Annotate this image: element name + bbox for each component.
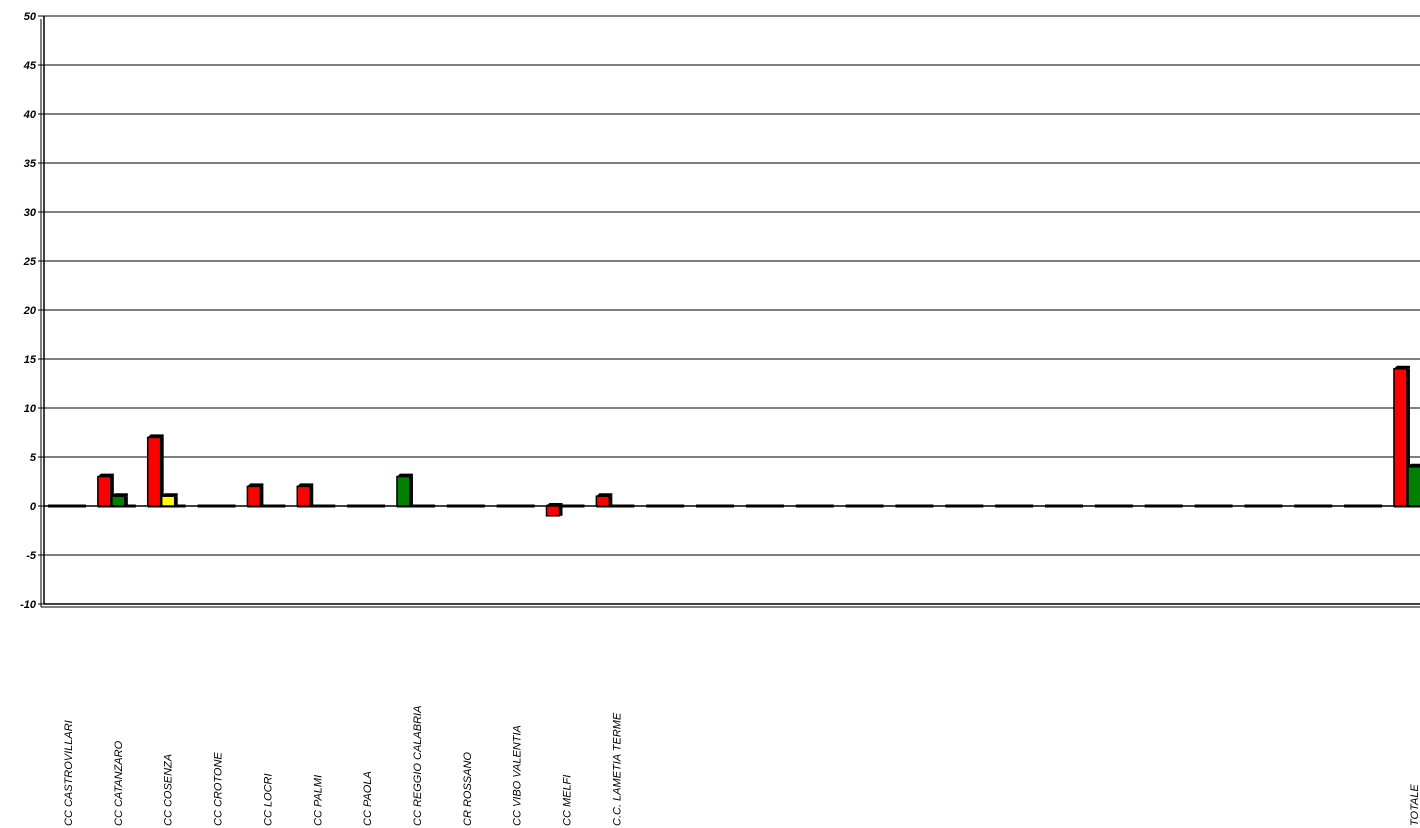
x-tick-label: CC CROTONE (213, 752, 225, 826)
zero-bar (1244, 504, 1283, 508)
zero-bar (546, 504, 585, 508)
zero-bar (347, 504, 386, 508)
zero-bar (1045, 504, 1083, 508)
y-axis: -10 -5 0 5 10 15 20 25 30 35 40 45 50 (20, 11, 1420, 611)
y-tick-label: 40 (23, 109, 37, 121)
bar (396, 475, 411, 507)
x-tick-label: CC CASTROVILLARI (63, 720, 75, 826)
y-tick-label: -5 (26, 550, 37, 562)
y-tick-label: 5 (30, 452, 37, 464)
zero-bar (646, 504, 685, 508)
bar-top (396, 473, 413, 477)
zero-bar (745, 504, 784, 508)
x-tick-label: CR ROSSANO (462, 752, 474, 826)
x-tick-label: CC PAOLA (362, 771, 374, 826)
y-tick-label: 30 (24, 207, 37, 219)
bars (48, 365, 1420, 517)
bar (111, 495, 126, 507)
y-tick-label: 20 (23, 305, 37, 317)
zero-bar (48, 504, 86, 508)
zero-bar (446, 504, 485, 508)
zero-bar (1294, 504, 1333, 508)
zero-bar (297, 504, 336, 508)
bar (246, 485, 262, 507)
zero-bar (1144, 504, 1183, 508)
x-tick-label: CC MELFI (562, 775, 574, 826)
zero-bar (1094, 504, 1133, 508)
y-tick-label: 15 (24, 354, 37, 366)
bar (146, 436, 162, 507)
bar (1407, 466, 1420, 507)
zero-bar (1344, 504, 1383, 508)
x-tick-label: CC PALMI (312, 775, 324, 826)
bar-top (97, 473, 114, 477)
x-tick-label: CC REGGIO CALABRIA (412, 706, 424, 826)
zero-bar (496, 504, 535, 508)
zero-bar (945, 504, 984, 508)
zero-bar (795, 504, 834, 508)
y-tick-label: 35 (24, 158, 37, 170)
y-tick-label: 10 (24, 403, 37, 415)
y-tick-label: 45 (23, 60, 37, 72)
zero-bar (995, 504, 1034, 508)
y-tick-label: 0 (30, 501, 37, 513)
zero-bar (845, 504, 884, 508)
bar-top (1407, 463, 1420, 467)
category-labels: CC CASTROVILLARI CC CATANZARO CC COSENZA CC… (63, 706, 1420, 826)
bar (97, 475, 112, 507)
zero-bar (1194, 504, 1233, 508)
zero-bar (696, 504, 735, 508)
bar (296, 485, 311, 507)
y-tick-label: 50 (24, 11, 37, 23)
x-tick-label: C.C. LAMETIA TERME (611, 712, 623, 826)
zero-bar (596, 504, 635, 508)
x-tick-label: CC VIBO VALENTIA (512, 725, 524, 826)
bar (160, 495, 176, 507)
x-tick-label: CC COSENZA (163, 754, 175, 826)
bar (595, 495, 611, 507)
y-tick-label: -10 (20, 599, 37, 611)
zero-bar (895, 504, 934, 508)
y-tick-label: 25 (23, 256, 37, 268)
zero-bar (197, 504, 236, 508)
x-tick-label: CC LOCRI (262, 773, 274, 826)
gridlines (44, 15, 1420, 605)
bar (545, 505, 561, 517)
bar (1393, 368, 1408, 507)
x-tick-label: CC CATANZARO (113, 740, 125, 826)
x-tick-label: TOTALE (1409, 784, 1420, 826)
zero-bar (396, 504, 435, 508)
bar-top (1393, 365, 1410, 369)
zero-bar (247, 504, 286, 508)
